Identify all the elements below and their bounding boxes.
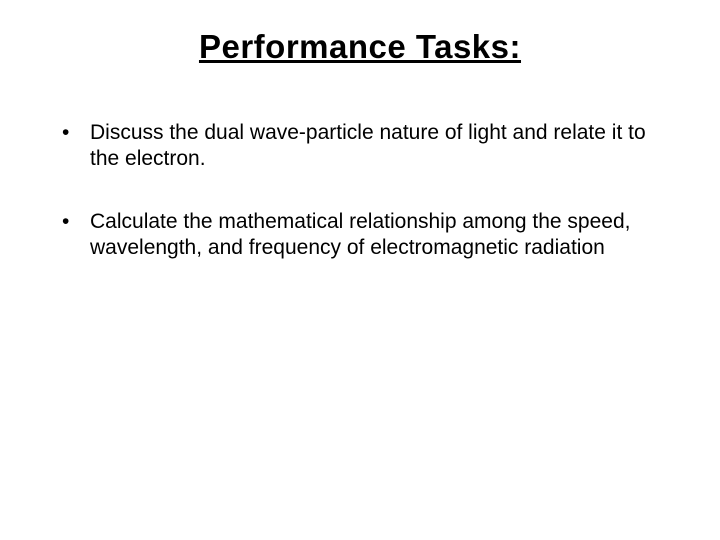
slide-title: Performance Tasks: xyxy=(40,28,680,66)
bullet-text: Discuss the dual wave-particle nature of… xyxy=(90,121,646,170)
bullet-list: Discuss the dual wave-particle nature of… xyxy=(40,120,680,261)
list-item: Discuss the dual wave-particle nature of… xyxy=(62,120,680,173)
bullet-text: Calculate the mathematical relationship … xyxy=(90,210,630,259)
list-item: Calculate the mathematical relationship … xyxy=(62,209,680,262)
